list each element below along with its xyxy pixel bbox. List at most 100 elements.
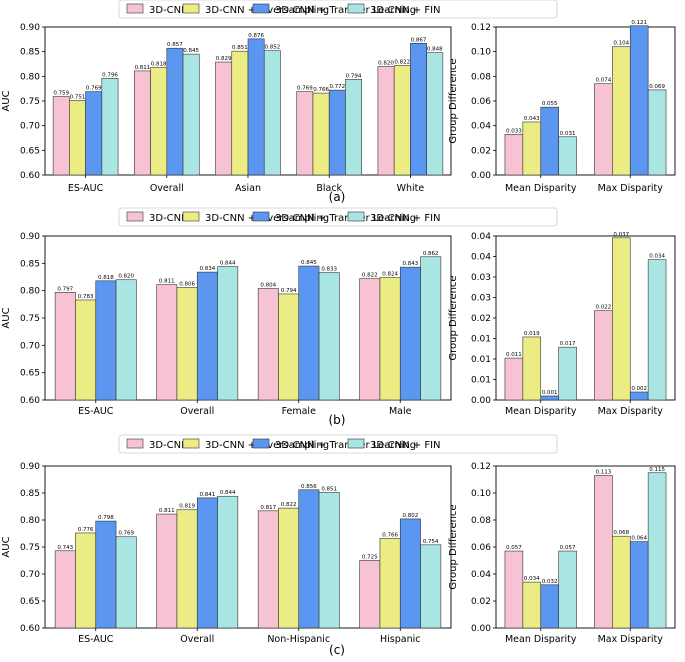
legend-swatch-3 (347, 3, 365, 14)
data-label: 0.844 (220, 261, 236, 267)
y-tick-label: 0.04 (471, 570, 491, 580)
legend-frame (118, 207, 558, 227)
legend-label-3: 3D-CNN + FIN (370, 440, 441, 451)
data-label: 0.862 (423, 251, 439, 257)
y-axis-label: AUC (1, 90, 12, 111)
data-label: 0.857 (167, 42, 183, 48)
bar (393, 65, 411, 176)
panel-caption: (a) (329, 190, 346, 204)
legend-swatch-0 (126, 3, 144, 14)
data-label: 0.841 (200, 492, 216, 498)
data-label: 0.002 (631, 386, 647, 392)
data-label: 0.772 (329, 84, 345, 90)
data-label: 0.769 (86, 86, 102, 92)
bar (504, 134, 524, 176)
bar (182, 53, 200, 176)
data-label: 0.019 (524, 331, 540, 337)
legend-swatch-2 (252, 438, 270, 449)
y-tick-label: 0.80 (20, 72, 40, 82)
x-tick-label: Black (316, 183, 342, 194)
bar (134, 70, 151, 176)
bar (312, 92, 330, 176)
data-label: 0.034 (524, 576, 540, 582)
data-label: 0.811 (159, 279, 175, 285)
bar (359, 278, 381, 401)
bar (558, 346, 577, 401)
y-axis-label: Group Difference (448, 275, 459, 360)
bar (257, 510, 279, 629)
y-tick-label: 0.90 (20, 23, 40, 33)
bar (196, 271, 218, 401)
y-tick-label: 0.65 (20, 369, 40, 379)
x-tick-label: Female (282, 406, 317, 417)
bar (75, 532, 97, 629)
y-axis-label: AUC (1, 307, 12, 328)
bar (85, 91, 103, 176)
bar (156, 513, 178, 629)
bar (196, 497, 218, 629)
data-label: 0.856 (301, 484, 317, 490)
bar (176, 509, 198, 629)
y-axis-label: Group Difference (448, 58, 459, 143)
y-tick-label: 0.00 (471, 624, 491, 634)
y-tick-label: 0.85 (20, 259, 40, 269)
bar (629, 25, 649, 176)
y-tick-label: 0.90 (20, 462, 40, 472)
data-label: 0.806 (179, 281, 195, 287)
bar (278, 293, 300, 401)
data-label: 0.796 (102, 72, 118, 78)
bar (328, 89, 346, 176)
data-label: 0.068 (613, 530, 629, 536)
y-tick-label: 0.60 (20, 396, 40, 406)
bar (379, 538, 401, 629)
data-label: 0.797 (57, 286, 73, 292)
bar (101, 78, 119, 176)
legend-frame (118, 0, 558, 19)
data-label: 0.843 (403, 261, 419, 267)
data-label: 0.852 (264, 45, 280, 51)
y-tick-label: 0.00 (471, 396, 491, 406)
data-label: 0.043 (524, 116, 540, 122)
bar (612, 535, 631, 629)
bar (75, 299, 97, 401)
bar (594, 83, 613, 176)
legend-swatch-3 (347, 211, 365, 222)
bar (410, 42, 427, 176)
bar (540, 584, 559, 629)
x-tick-label: Mean Disparity (505, 183, 577, 194)
y-tick-label: 0.06 (471, 543, 491, 553)
y-tick-label: 0.10 (471, 489, 491, 499)
data-label: 0.055 (542, 101, 558, 107)
bar (298, 489, 320, 629)
bar (612, 237, 631, 401)
data-label: 0.064 (631, 536, 647, 542)
y-tick-label: 0.65 (20, 597, 40, 607)
x-tick-label: Asian (235, 183, 261, 194)
data-label: 0.822 (394, 59, 410, 65)
data-label: 0.776 (78, 527, 94, 533)
y-tick-label: 0.60 (20, 624, 40, 634)
y-tick-label: 0.10 (471, 48, 491, 58)
auc-chart: 0.60 0.65 0.70 0.75 0.80 0.85 0.90 AUC ES-AUC 0.7… (1, 23, 452, 194)
x-tick-label: Mean Disparity (505, 634, 577, 645)
bar (215, 61, 233, 176)
data-label: 0.844 (220, 490, 236, 496)
data-label: 0.818 (151, 61, 167, 67)
data-label: 0.743 (57, 545, 73, 551)
bar (522, 336, 542, 401)
data-label: 0.033 (506, 128, 522, 134)
bar (558, 550, 577, 629)
data-label: 0.011 (506, 352, 522, 358)
bar (647, 259, 667, 401)
panel-caption: (b) (329, 413, 346, 427)
panel-caption: (c) (329, 643, 345, 657)
bar (359, 560, 381, 629)
bar (115, 279, 137, 401)
x-tick-label: Overall (180, 406, 214, 417)
y-tick-label: 0.75 (20, 543, 40, 553)
bar (522, 581, 542, 629)
bar (318, 272, 340, 401)
disparity-chart: 0.00 0.02 0.04 0.06 0.08 0.10 0.12 Group Differ… (448, 462, 676, 645)
data-label: 0.725 (362, 555, 378, 561)
